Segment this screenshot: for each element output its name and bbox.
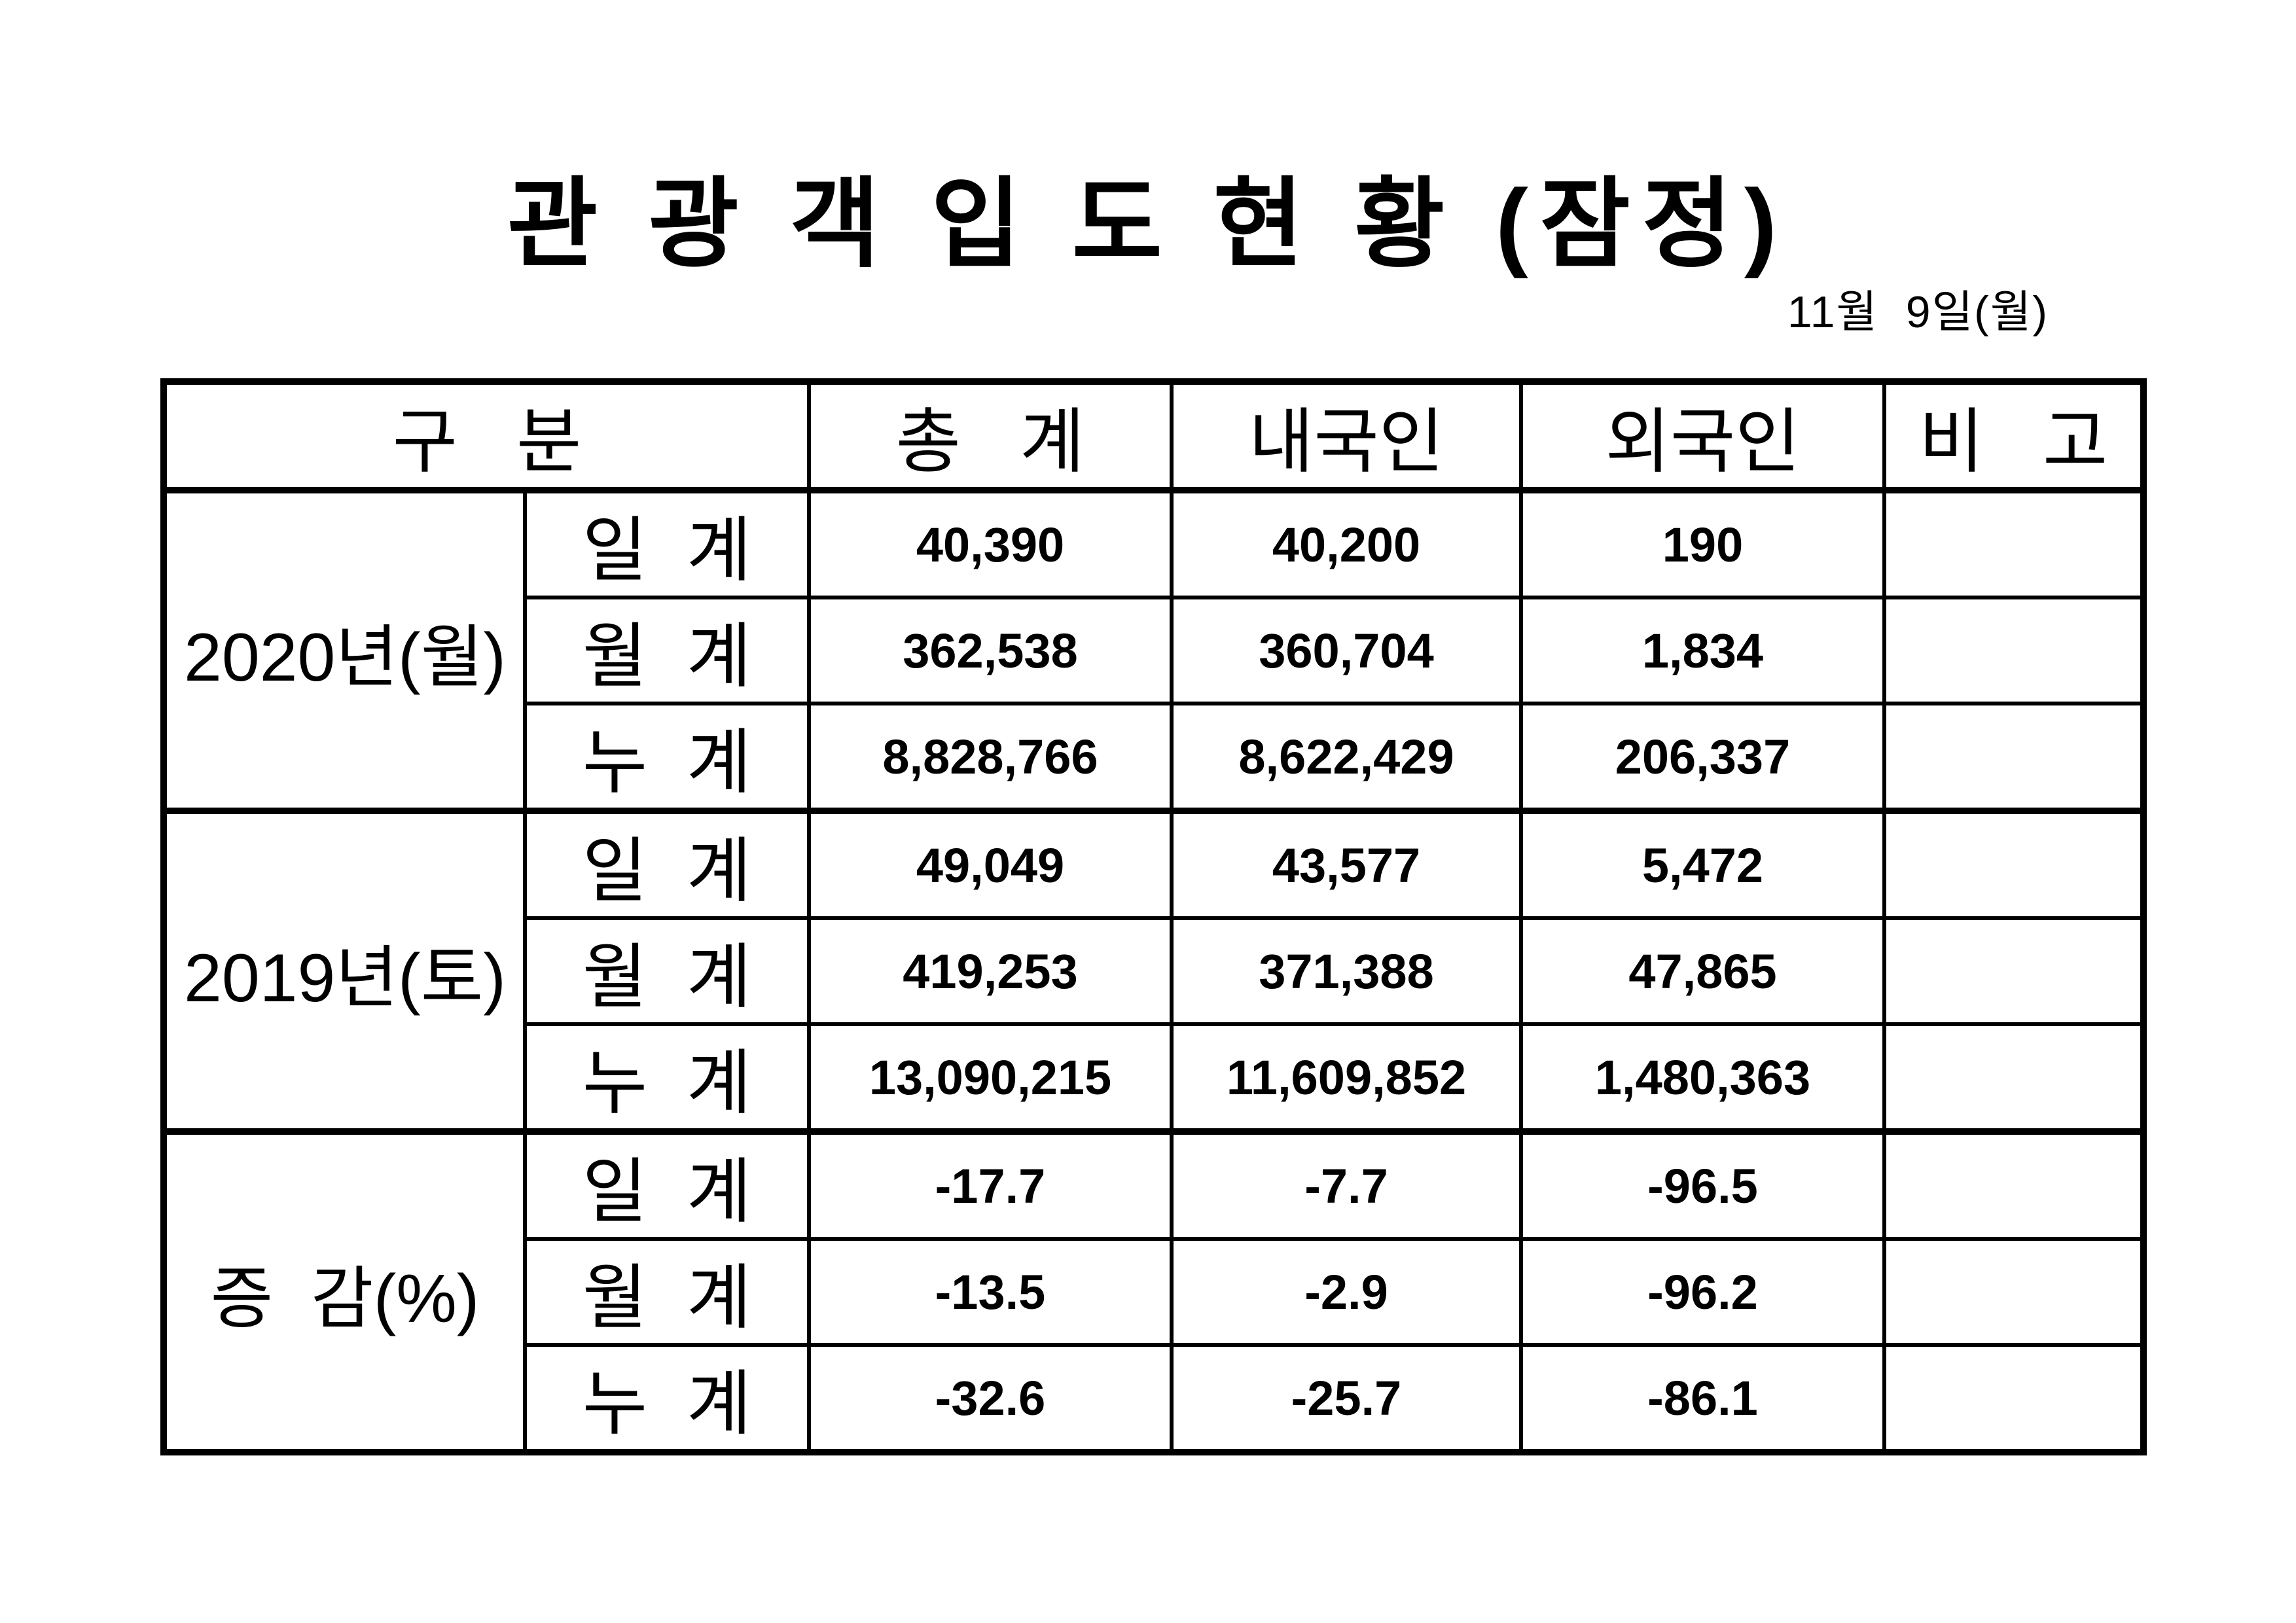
value-domestic: 8,622,429 — [1170, 702, 1523, 813]
remarks-cell — [1882, 1343, 2145, 1454]
row-label: 일 계 — [523, 1128, 811, 1241]
remarks-cell — [1882, 1128, 2145, 1241]
value-domestic: -25.7 — [1170, 1343, 1523, 1454]
row-label: 일 계 — [523, 808, 811, 920]
table-row: 2020년(월) 일 계 40,390 40,200 190 — [162, 487, 2145, 813]
remarks-cell — [1882, 596, 2145, 705]
row-label: 월 계 — [523, 1237, 811, 1347]
remarks-cell — [1882, 487, 2145, 599]
table-row: 월 계 419,253 371,388 47,865 — [164, 916, 2145, 1026]
table-row: 월 계 362,538 360,704 1,834 — [164, 596, 2145, 705]
value-domestic: -2.9 — [1170, 1237, 1523, 1347]
value-domestic: 11,609,852 — [1170, 1022, 1523, 1133]
row-label: 누 계 — [523, 1022, 811, 1133]
value-foreign: 190 — [1519, 487, 1886, 599]
value-domestic: 371,388 — [1170, 916, 1523, 1026]
row-label: 월 계 — [523, 916, 811, 1026]
value-domestic: -7.7 — [1170, 1128, 1523, 1241]
header-domestic: 내국인 — [1170, 380, 1523, 493]
table-row: 누 계 8,828,766 8,622,429 206,337 — [164, 702, 2145, 813]
value-foreign: -96.5 — [1519, 1128, 1886, 1241]
value-total: -32.6 — [807, 1343, 1174, 1454]
table-header-row: 구 분 총 계 내국인 외국인 비 고 — [162, 380, 2145, 493]
value-total: 419,253 — [807, 916, 1174, 1026]
value-foreign: 5,472 — [1519, 808, 1886, 920]
value-total: 8,828,766 — [807, 702, 1174, 813]
header-remarks: 비 고 — [1882, 380, 2145, 493]
row-label: 누 계 — [523, 1343, 811, 1454]
value-total: 40,390 — [807, 487, 1174, 599]
value-foreign: 47,865 — [1519, 916, 1886, 1026]
value-total: -17.7 — [807, 1128, 1174, 1241]
table-row: 월 계 -13.5 -2.9 -96.2 — [164, 1237, 2145, 1347]
value-total: 362,538 — [807, 596, 1174, 705]
remarks-cell — [1882, 1022, 2145, 1133]
value-foreign: -96.2 — [1519, 1237, 1886, 1347]
table-row: 누 계 13,090,215 11,609,852 1,480,363 — [164, 1022, 2145, 1133]
row-label: 누 계 — [523, 702, 811, 813]
value-foreign: 1,834 — [1519, 596, 1886, 705]
value-total: -13.5 — [807, 1237, 1174, 1347]
value-foreign: -86.1 — [1519, 1343, 1886, 1454]
report-date: 11월 9일(월) — [1787, 287, 2049, 337]
group-label-2020: 2020년(월) — [162, 487, 527, 813]
header-foreign: 외국인 — [1519, 380, 1886, 493]
remarks-cell — [1882, 808, 2145, 920]
remarks-cell — [1882, 1237, 2145, 1347]
tourist-arrivals-table: 구 분 총 계 내국인 외국인 비 고 2020년(월) 일 계 40,390 … — [160, 378, 2147, 1455]
value-total: 13,090,215 — [807, 1022, 1174, 1133]
table-row: 증 감(%) 일 계 -17.7 -7.7 -96.5 — [162, 1128, 2145, 1454]
value-total: 49,049 — [807, 808, 1174, 920]
value-foreign: 1,480,363 — [1519, 1022, 1886, 1133]
group-label-2019: 2019년(토) — [162, 808, 527, 1133]
row-label: 일 계 — [523, 487, 811, 599]
row-label: 월 계 — [523, 596, 811, 705]
page-title: 관 광 객 입 도 현 황 (잠정) — [507, 169, 1789, 279]
remarks-cell — [1882, 916, 2145, 1026]
header-category: 구 분 — [162, 380, 811, 493]
value-domestic: 40,200 — [1170, 487, 1523, 599]
value-domestic: 43,577 — [1170, 808, 1523, 920]
group-label-change: 증 감(%) — [162, 1128, 527, 1454]
value-foreign: 206,337 — [1519, 702, 1886, 813]
table-row: 누 계 -32.6 -25.7 -86.1 — [164, 1343, 2145, 1454]
table-row: 2019년(토) 일 계 49,049 43,577 5,472 — [162, 808, 2145, 1133]
value-domestic: 360,704 — [1170, 596, 1523, 705]
header-total: 총 계 — [807, 380, 1174, 493]
remarks-cell — [1882, 702, 2145, 813]
